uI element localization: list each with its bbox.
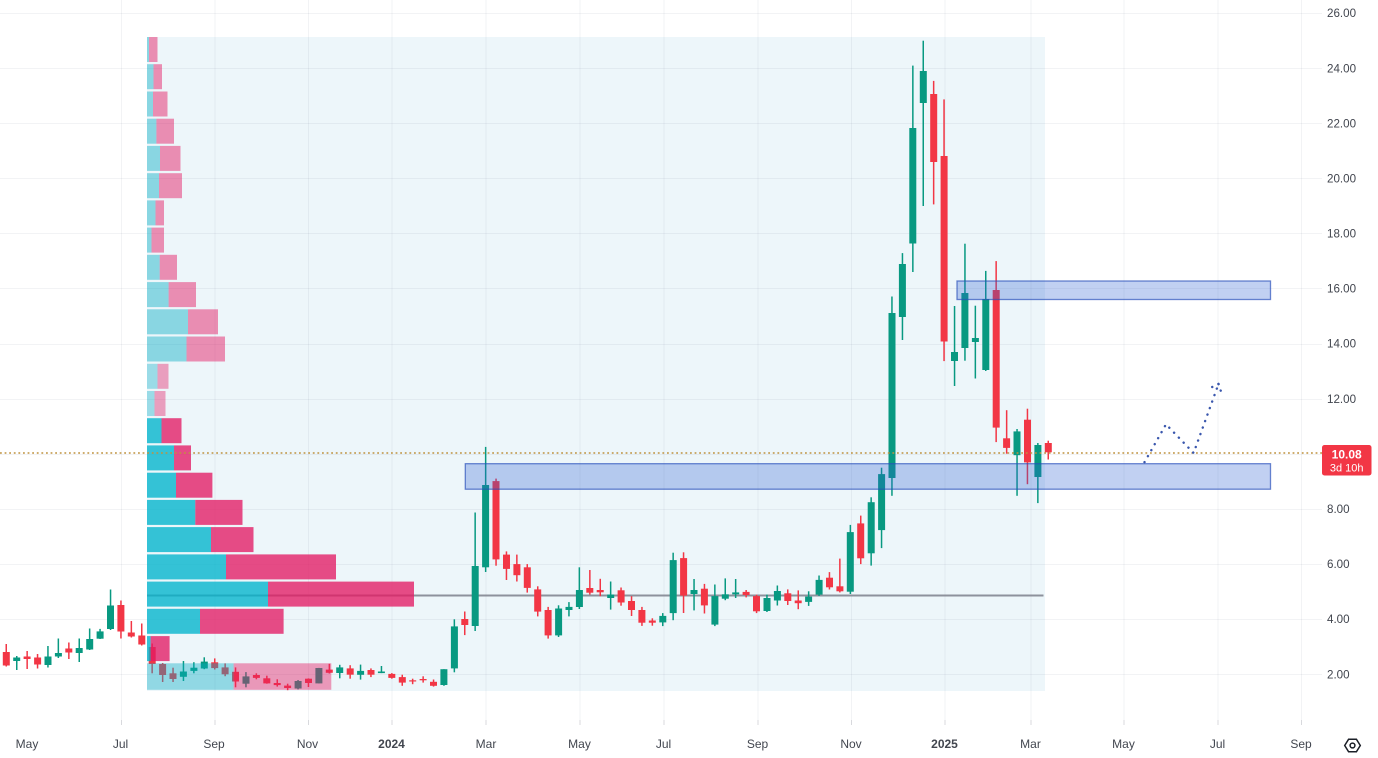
svg-text:3d 10h: 3d 10h — [1330, 463, 1364, 475]
svg-text:2024: 2024 — [378, 737, 405, 751]
svg-text:Jul: Jul — [656, 737, 671, 751]
svg-text:Sep: Sep — [203, 737, 225, 751]
svg-text:24.00: 24.00 — [1327, 62, 1356, 75]
svg-text:Jul: Jul — [1210, 737, 1225, 751]
svg-text:2025: 2025 — [931, 737, 958, 751]
svg-text:Mar: Mar — [1020, 737, 1041, 751]
svg-text:16.00: 16.00 — [1327, 283, 1356, 296]
svg-text:12.00: 12.00 — [1327, 393, 1356, 406]
svg-text:May: May — [568, 737, 591, 751]
svg-text:14.00: 14.00 — [1327, 338, 1356, 351]
svg-text:May: May — [16, 737, 39, 751]
svg-text:Jul: Jul — [113, 737, 128, 751]
svg-text:8.00: 8.00 — [1327, 503, 1350, 516]
svg-text:Nov: Nov — [297, 737, 318, 751]
svg-text:20.00: 20.00 — [1327, 173, 1356, 186]
svg-text:10.08: 10.08 — [1332, 448, 1362, 462]
svg-text:2.00: 2.00 — [1327, 668, 1350, 681]
svg-text:6.00: 6.00 — [1327, 558, 1350, 571]
svg-text:26.00: 26.00 — [1327, 7, 1356, 20]
svg-text:Sep: Sep — [1290, 737, 1312, 751]
svg-text:Sep: Sep — [747, 737, 769, 751]
svg-text:4.00: 4.00 — [1327, 613, 1350, 626]
svg-text:Nov: Nov — [840, 737, 861, 751]
svg-text:18.00: 18.00 — [1327, 228, 1356, 241]
svg-text:May: May — [1112, 737, 1135, 751]
svg-text:22.00: 22.00 — [1327, 117, 1356, 130]
svg-text:Mar: Mar — [476, 737, 497, 751]
